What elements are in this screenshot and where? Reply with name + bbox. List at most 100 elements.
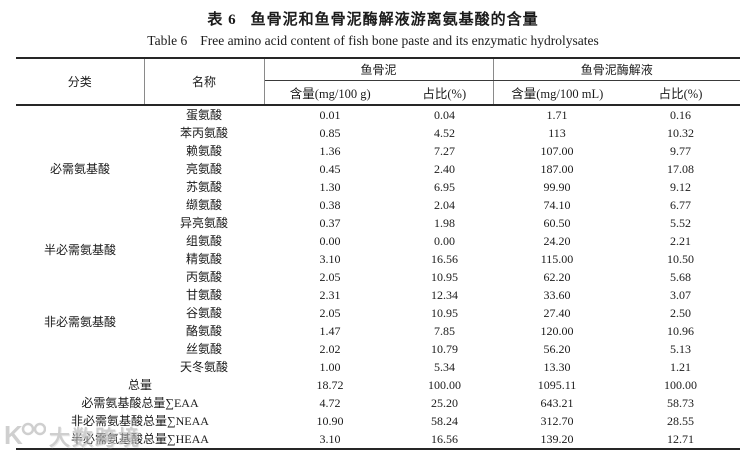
cell-value: 0.01 (319, 108, 341, 122)
cell-name: 组氨酸 (185, 234, 222, 248)
header-g1-percent: 占比(%) (396, 80, 494, 105)
cell-value: 1.47 (319, 324, 341, 338)
cell-value: 2.21 (670, 234, 692, 248)
cell-value: 1095.11 (537, 378, 577, 392)
amino-acid-table: 分类 名称 鱼骨泥 鱼骨泥酶解液 含量(mg/100 g) 占比(%) 含量(m… (16, 57, 741, 450)
table-title-zh: 表 6 鱼骨泥和鱼骨泥酶解液游离氨基酸的含量 (0, 8, 746, 29)
table-row: 天冬氨酸 1.00 5.34 13.30 1.21 (16, 358, 740, 376)
cell-value: 5.13 (670, 342, 692, 356)
category-cell-non-essential: 非必需氨基酸 (43, 315, 116, 329)
cell-value: 4.72 (319, 396, 341, 410)
cell-value: 2.31 (319, 288, 341, 302)
cell-value: 4.52 (434, 126, 455, 140)
table-row: 非必需氨基酸 丙氨酸 2.05 10.95 62.20 5.68 (16, 268, 740, 329)
summary-row-heaa: 半必需氨基酸总量∑HEAA 3.10 16.56 139.20 12.71 (16, 430, 740, 449)
cell-value: 0.04 (434, 108, 455, 122)
cell-value: 3.10 (319, 252, 341, 266)
cell-value: 113 (548, 126, 566, 140)
summary-label: 非必需氨基酸总量∑NEAA (71, 414, 209, 428)
table-row: 必需氨基酸 蛋氨酸 0.01 0.04 1.71 0.16 (16, 105, 740, 176)
summary-row-neaa: 非必需氨基酸总量∑NEAA 10.90 58.24 312.70 28.55 (16, 412, 740, 430)
cell-value: 187.00 (540, 162, 574, 176)
cell-value: 99.90 (543, 180, 571, 194)
category-cell-semi-essential: 半必需氨基酸 (43, 243, 116, 257)
table-row: 丝氨酸 2.02 10.79 56.20 5.13 (16, 340, 740, 358)
cell-value: 643.21 (540, 396, 574, 410)
cell-value: 10.79 (431, 342, 458, 356)
cell-name: 谷氨酸 (185, 306, 222, 320)
cell-name: 苯丙氨酸 (179, 126, 228, 140)
cell-value: 0.00 (319, 234, 341, 248)
cell-value: 10.32 (667, 126, 695, 140)
cell-value: 10.50 (667, 252, 695, 266)
cell-value: 100.00 (428, 378, 461, 392)
cell-value: 2.05 (319, 270, 341, 284)
table-header: 分类 名称 鱼骨泥 鱼骨泥酶解液 含量(mg/100 g) 占比(%) 含量(m… (16, 58, 741, 105)
cell-value: 2.40 (434, 162, 455, 176)
cell-value: 107.00 (540, 144, 574, 158)
table-row: 谷氨酸 2.05 10.95 27.40 2.50 (16, 304, 740, 322)
cell-value: 5.68 (670, 270, 692, 284)
table-row: 亮氨酸 0.45 2.40 187.00 17.08 (16, 160, 740, 178)
cell-name: 甘氨酸 (185, 288, 222, 302)
cell-value: 1.98 (434, 216, 455, 230)
table-row: 精氨酸 3.10 16.56 115.00 10.50 (16, 250, 740, 268)
cell-value: 0.37 (319, 216, 341, 230)
header-g1-content: 含量(mg/100 g) (289, 87, 371, 101)
table-number-zh: 表 6 (207, 12, 237, 28)
table-row: 甘氨酸 2.31 12.34 33.60 3.07 (16, 286, 740, 304)
cell-value: 10.96 (667, 324, 695, 338)
cell-value: 28.55 (667, 414, 695, 428)
cell-value: 10.95 (431, 270, 458, 284)
cell-value: 0.00 (434, 234, 455, 248)
cell-value: 60.50 (543, 216, 571, 230)
header-g2-content: 含量(mg/100 mL) (511, 87, 604, 101)
cell-value: 16.56 (431, 252, 458, 266)
cell-value: 7.27 (434, 144, 455, 158)
table-row: 异亮氨酸 0.37 1.98 60.50 5.52 (16, 214, 740, 232)
cell-value: 312.70 (540, 414, 574, 428)
cell-value: 12.34 (431, 288, 458, 302)
cell-value: 115.00 (540, 252, 574, 266)
cell-value: 9.77 (670, 144, 692, 158)
cell-value: 27.40 (543, 306, 571, 320)
header-group-enzymatic-hydrolysate: 鱼骨泥酶解液 (493, 58, 741, 81)
cell-name: 异亮氨酸 (179, 216, 228, 230)
cell-name: 丙氨酸 (185, 270, 222, 284)
cell-value: 5.34 (434, 360, 455, 374)
cell-value: 0.45 (319, 162, 341, 176)
cell-value: 9.12 (670, 180, 692, 194)
cell-name: 天冬氨酸 (179, 360, 228, 374)
table-body: 必需氨基酸 蛋氨酸 0.01 0.04 1.71 0.16 苯丙氨酸 0.85 … (16, 105, 740, 449)
cell-value: 1.00 (319, 360, 341, 374)
summary-label: 半必需氨基酸总量∑HEAA (71, 432, 209, 446)
cell-value: 10.95 (431, 306, 458, 320)
cell-name: 蛋氨酸 (185, 108, 222, 122)
summary-row-total: 总量 18.72 100.00 1095.11 100.00 (16, 376, 740, 394)
cell-value: 24.20 (543, 234, 571, 248)
cell-value: 58.73 (667, 396, 695, 410)
table-title-en: Table 6 Free amino acid content of fish b… (0, 33, 746, 49)
cell-value: 74.10 (543, 198, 571, 212)
cell-value: 1.71 (546, 108, 568, 122)
cell-value: 17.08 (667, 162, 695, 176)
cell-value: 6.77 (670, 198, 692, 212)
cell-value: 2.05 (319, 306, 341, 320)
cell-value: 7.85 (434, 324, 455, 338)
table-row: 缬氨酸 0.38 2.04 74.10 6.77 (16, 196, 740, 214)
cell-value: 2.04 (434, 198, 455, 212)
cell-value: 0.85 (319, 126, 341, 140)
cell-value: 100.00 (664, 378, 698, 392)
table-title-zh-text: 鱼骨泥和鱼骨泥酶解液游离氨基酸的含量 (250, 12, 539, 28)
table-row: 苏氨酸 1.30 6.95 99.90 9.12 (16, 178, 740, 196)
cell-value: 3.10 (319, 432, 341, 446)
cell-value: 12.71 (667, 432, 695, 446)
table-row: 苯丙氨酸 0.85 4.52 113 10.32 (16, 124, 740, 142)
cell-value: 10.90 (316, 414, 344, 428)
cell-value: 25.20 (431, 396, 458, 410)
cell-value: 5.52 (670, 216, 692, 230)
table-row: 半必需氨基酸 组氨酸 0.00 0.00 24.20 2.21 (16, 232, 740, 257)
cell-value: 0.16 (670, 108, 692, 122)
cell-value: 58.24 (431, 414, 458, 428)
